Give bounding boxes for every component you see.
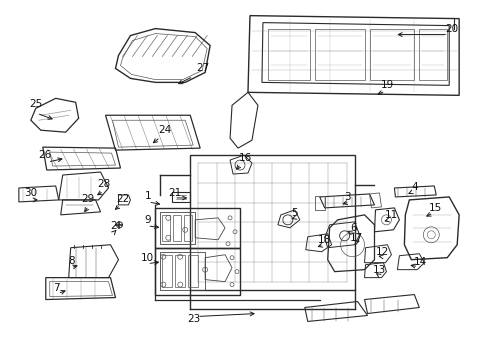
Text: 19: 19 [380,80,393,90]
Text: 30: 30 [24,188,37,198]
Text: 17: 17 [349,233,363,243]
Text: 23: 23 [187,314,201,324]
Text: 25: 25 [29,99,42,109]
Text: 3: 3 [344,192,350,202]
Text: 18: 18 [317,235,331,245]
Text: 8: 8 [68,256,75,266]
Text: 9: 9 [144,215,150,225]
Text: 24: 24 [159,125,172,135]
Text: 12: 12 [375,247,388,257]
Text: 21: 21 [168,188,182,198]
Text: 5: 5 [291,208,298,218]
Text: 14: 14 [413,257,426,267]
Text: 6: 6 [349,223,356,233]
Text: 22: 22 [116,194,129,204]
Text: 13: 13 [372,265,386,275]
Text: 1: 1 [145,191,151,201]
Text: 27: 27 [196,63,209,73]
Text: 28: 28 [97,179,110,189]
Text: 26: 26 [38,150,51,160]
Text: 20: 20 [445,24,458,33]
Text: 29: 29 [81,194,94,204]
Text: 4: 4 [410,182,417,192]
Text: 16: 16 [238,153,251,163]
Text: 2: 2 [110,221,117,231]
Text: 7: 7 [53,283,60,293]
Text: 15: 15 [428,203,441,213]
Text: 10: 10 [141,253,154,263]
Text: 11: 11 [384,210,397,220]
